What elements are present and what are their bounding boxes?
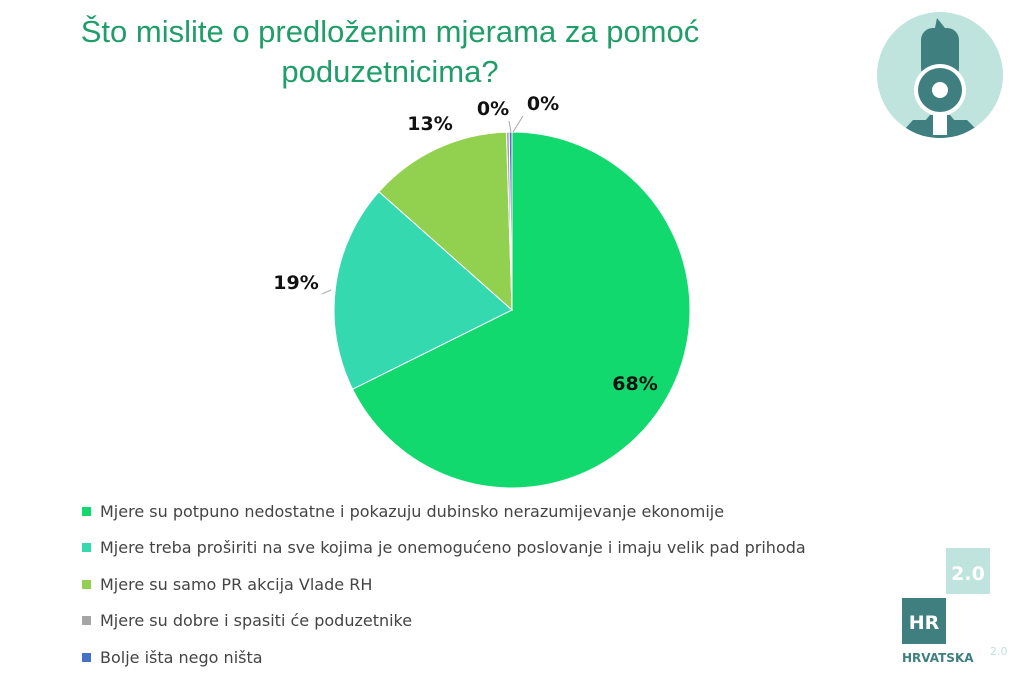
svg-text:2.0: 2.0 — [990, 645, 1008, 658]
legend-swatch — [82, 616, 91, 626]
legend-label: Mjere treba proširiti na sve kojima je o… — [100, 538, 806, 558]
pie-slice — [351, 131, 691, 489]
legend-item: Bolje išta nego ništa — [82, 639, 806, 676]
data-label: 0% — [527, 93, 559, 115]
data-label: 68% — [612, 373, 657, 395]
legend-label: Mjere su potpuno nedostatne i pokazuju d… — [100, 501, 725, 521]
legend-swatch — [82, 506, 91, 516]
leader-line — [512, 115, 524, 133]
legend: Mjere su potpuno nedostatne i pokazuju d… — [82, 493, 806, 676]
svg-text:HR: HR — [909, 612, 940, 634]
chart-title: Što mislite o predloženim mjerama za pom… — [80, 14, 700, 89]
legend-item: Mjere su dobre i spasiti će poduzetnike — [82, 603, 806, 640]
data-label: 13% — [407, 113, 452, 135]
pie-slice — [378, 131, 513, 312]
legend-label: Mjere su samo PR akcija Vlade RH — [100, 574, 373, 594]
legend-item: Mjere su samo PR akcija Vlade RH — [82, 566, 806, 603]
data-label: 0% — [477, 98, 509, 120]
legend-swatch — [82, 543, 91, 553]
legend-item: Mjere treba proširiti na sve kojima je o… — [82, 530, 806, 567]
leader-line — [508, 120, 512, 133]
legend-item: Mjere su potpuno nedostatne i pokazuju d… — [82, 493, 806, 530]
legend-swatch — [82, 579, 91, 589]
man-with-megaphone-icon — [877, 12, 1003, 138]
legend-swatch — [82, 652, 91, 662]
leader-line — [321, 289, 332, 295]
data-label: 19% — [273, 272, 318, 294]
svg-text:2.0: 2.0 — [951, 563, 985, 585]
legend-label: Bolje išta nego ništa — [100, 647, 263, 667]
hrvatska-2-logo: 2.0 HR HRVATSKA 2.0 — [902, 548, 1008, 665]
legend-label: Mjere su dobre i spasiti će poduzetnike — [100, 611, 413, 631]
svg-text:HRVATSKA: HRVATSKA — [902, 651, 974, 665]
pie-slice — [333, 191, 513, 390]
